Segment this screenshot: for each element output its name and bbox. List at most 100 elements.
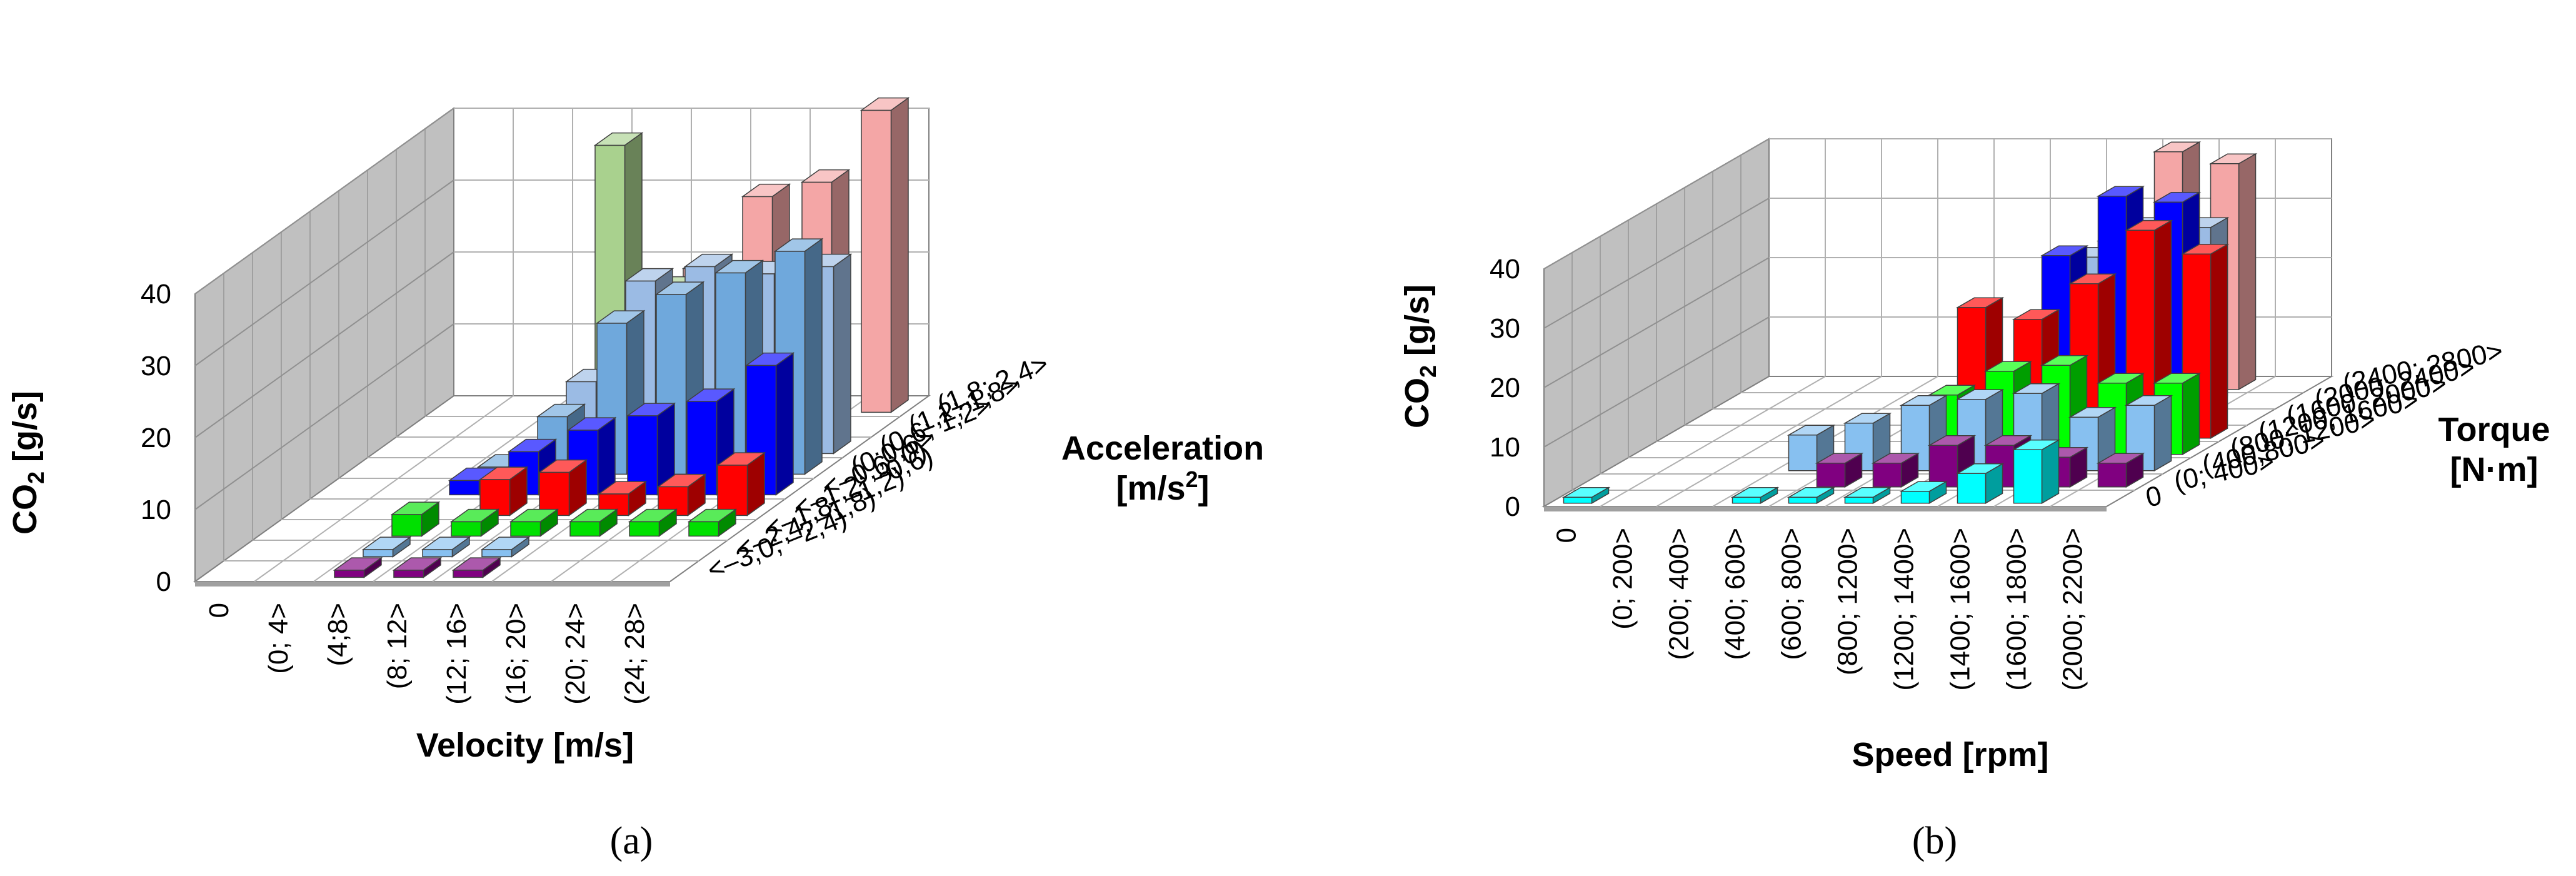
bar-front: [451, 521, 482, 537]
bar-top: [480, 536, 531, 550]
y-axis-title-unit: [g/s]: [1398, 284, 1436, 365]
bar-front: [1563, 496, 1593, 504]
bar-top: [773, 238, 824, 252]
y-axis-title-main: CO: [6, 484, 44, 535]
bar-top: [2124, 219, 2173, 231]
bar-top: [1843, 486, 1892, 498]
bar: [568, 508, 619, 537]
bar-top: [2040, 355, 2089, 366]
bar-top: [1983, 361, 2033, 372]
floor-gridline: [254, 395, 514, 582]
bar: [480, 536, 531, 558]
x-tick-label: (1400; 1600>: [1945, 528, 1976, 691]
bar: [2068, 406, 2117, 472]
bar-side: [804, 238, 823, 475]
bar-top: [2068, 273, 2117, 284]
y-tick-label: 0: [1505, 491, 1520, 522]
bar-front: [2013, 449, 2043, 504]
bar-top: [1927, 435, 1977, 446]
bar-top: [361, 536, 412, 550]
bar-top: [333, 557, 383, 571]
bar-front: [717, 465, 748, 516]
bar-top: [566, 417, 617, 431]
bar-side: [2182, 372, 2200, 456]
bar: [1871, 452, 1920, 488]
bar-top: [536, 403, 586, 418]
bar-top: [2068, 406, 2117, 418]
y-tick-label: 20: [1490, 373, 1520, 403]
bar-top: [507, 438, 558, 453]
bar: [656, 473, 707, 516]
bar-top: [656, 473, 707, 488]
bar: [390, 501, 441, 537]
bar-side: [2238, 153, 2257, 391]
bar-top: [2152, 141, 2202, 153]
bar-top: [595, 310, 646, 324]
bar-top: [1955, 389, 2005, 400]
bar: [1899, 480, 1948, 505]
bar: [451, 556, 502, 578]
bar-top: [1899, 481, 1948, 492]
y-tick-label: 0: [156, 566, 171, 597]
bar-front: [510, 521, 541, 537]
bar: [509, 508, 559, 537]
bar-top: [2180, 243, 2230, 255]
bar-front: [334, 570, 365, 578]
bar-top: [2096, 453, 2145, 464]
x-tick-label: (0; 4>: [263, 603, 294, 674]
bar-top: [2012, 309, 2061, 320]
bar-top: [1843, 413, 1892, 424]
bar-top: [626, 403, 676, 416]
x-tick-label: (20; 24>: [560, 603, 591, 705]
bar-side: [2041, 439, 2060, 505]
side-gridline: [1543, 198, 1770, 329]
side-gridline: [1543, 257, 1770, 388]
bar-top: [685, 388, 736, 402]
bar-top: [860, 97, 910, 111]
z-axis-title-line2: [m/s2]: [1116, 466, 1209, 507]
bar: [626, 402, 676, 496]
bar-top: [714, 259, 764, 274]
bar-side: [2210, 243, 2228, 440]
y-tick-label: 40: [141, 279, 171, 310]
y-tick-label: 40: [1490, 254, 1520, 284]
bar-front: [688, 521, 719, 537]
y-axis-title: CO2 [g/s]: [6, 391, 49, 535]
y-tick-label: 20: [141, 423, 171, 453]
bar: [392, 556, 443, 578]
bar-top: [741, 183, 791, 198]
bar-top: [449, 508, 500, 523]
bar-front: [569, 521, 601, 537]
x-tick-label: (2000; 2200>: [2058, 528, 2088, 691]
y-tick-label: 10: [1490, 432, 1520, 463]
y-tick-label: 30: [1490, 313, 1520, 344]
x-tick-label: (400; 600>: [1720, 528, 1751, 660]
bar: [687, 508, 738, 537]
bar: [628, 508, 678, 537]
bar: [449, 508, 500, 537]
bar-front: [449, 480, 480, 496]
bar: [333, 556, 383, 578]
bar-front: [1732, 496, 1762, 504]
bar-front: [1816, 463, 1846, 488]
bar-top: [2012, 383, 2061, 395]
bar: [478, 466, 529, 516]
bar: [2012, 439, 2061, 505]
x-tick-label: (1200; 1400>: [1889, 528, 1920, 691]
bar-top: [2096, 373, 2145, 384]
z-axis-title-sup: 2: [1186, 466, 1198, 492]
floor-gridline: [313, 395, 573, 582]
bar-top: [1561, 486, 1611, 498]
bar: [361, 536, 412, 558]
side-gridline: [194, 108, 454, 295]
bar-top: [624, 268, 674, 282]
bar-side: [833, 253, 851, 455]
bar: [1815, 452, 1864, 488]
bar-front: [2097, 463, 2127, 488]
bar-top: [687, 508, 738, 523]
bar-top: [800, 169, 851, 183]
bar: [744, 352, 795, 496]
x-tick-label: (800; 1200>: [1833, 528, 1863, 675]
bar-top: [2012, 439, 2061, 451]
